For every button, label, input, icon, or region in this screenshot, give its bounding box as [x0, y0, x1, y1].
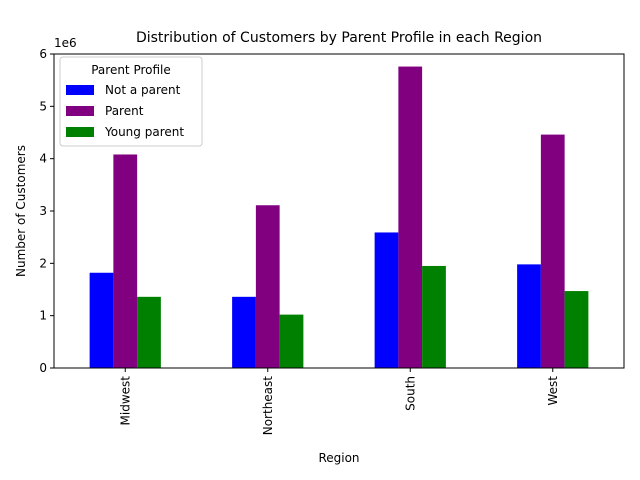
bars-group: [89, 66, 589, 368]
y-tick-label: 0: [39, 361, 47, 375]
y-axis-offset-label: 1e6: [54, 36, 77, 50]
bar-west-not-a-parent: [517, 264, 541, 368]
x-tick-label: South: [403, 376, 417, 411]
bar-south-not-a-parent: [374, 232, 399, 368]
y-tick-label: 6: [39, 47, 47, 61]
bar-south-parent: [398, 66, 423, 368]
y-tick-label: 1: [39, 309, 47, 323]
bar-northeast-parent: [255, 205, 280, 368]
bar-midwest-young-parent: [137, 296, 161, 368]
legend-swatch-parent: [66, 106, 94, 116]
x-tick-label: West: [546, 376, 560, 406]
y-tick-label: 4: [39, 152, 47, 166]
legend-items: Not a parent Parent Young parent: [66, 83, 184, 139]
y-axis-label: Number of Customers: [14, 145, 28, 277]
bar-northeast-not-a-parent: [232, 296, 256, 368]
bar-midwest-not-a-parent: [89, 272, 114, 368]
x-tick-label: Northeast: [261, 376, 275, 436]
legend-swatch-young-parent: [66, 127, 94, 137]
bar-south-young-parent: [422, 265, 446, 368]
legend: Parent Profile Not a parent Parent Young p…: [59, 56, 203, 147]
y-tick-label: 3: [39, 204, 47, 218]
y-axis-ticks: 0 1 2 3 4 5 6: [39, 47, 54, 375]
x-axis-label: Region: [318, 451, 359, 465]
bar-west-parent: [540, 134, 565, 368]
x-axis-ticks: Midwest Northeast South West: [118, 368, 560, 435]
bar-northeast-young-parent: [279, 314, 304, 368]
legend-label: Parent: [105, 104, 144, 118]
legend-swatch-not-a-parent: [66, 85, 94, 95]
y-tick-label: 2: [39, 256, 47, 270]
legend-label: Not a parent: [105, 83, 181, 97]
legend-frame: [59, 56, 203, 147]
x-tick-label: Midwest: [118, 376, 132, 426]
bar-midwest-parent: [113, 154, 138, 368]
legend-title: Parent Profile: [91, 63, 171, 77]
chart-title: Distribution of Customers by Parent Prof…: [136, 30, 542, 46]
y-tick-label: 5: [39, 99, 47, 113]
bar-west-young-parent: [564, 291, 589, 368]
legend-label: Young parent: [104, 125, 184, 139]
